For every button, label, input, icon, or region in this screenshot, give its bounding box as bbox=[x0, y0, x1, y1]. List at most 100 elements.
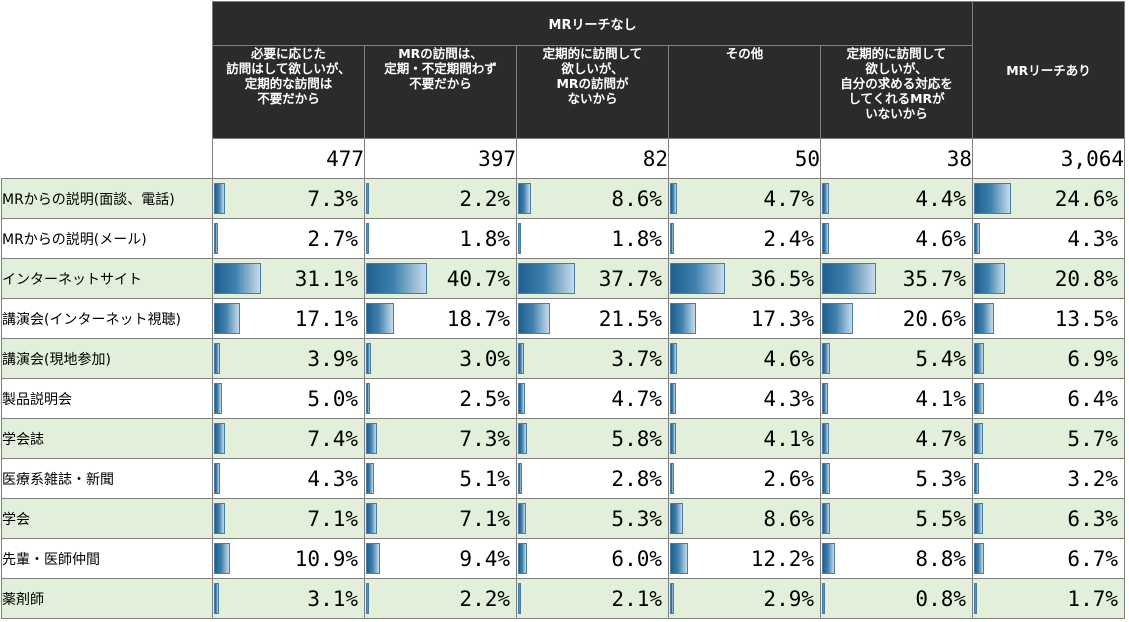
value-label: 8.6% bbox=[611, 186, 662, 211]
data-bar bbox=[366, 263, 427, 294]
value-cell: 4.1% bbox=[668, 418, 821, 459]
value-cell: 6.4% bbox=[972, 378, 1125, 419]
data-bar bbox=[822, 343, 830, 374]
value-label: 2.6% bbox=[763, 466, 814, 491]
data-bar bbox=[822, 503, 830, 534]
value-label: 4.1% bbox=[763, 426, 814, 451]
data-bar bbox=[670, 343, 677, 374]
value-cell: 20.6% bbox=[820, 298, 973, 339]
value-cell: 3.2% bbox=[972, 458, 1125, 499]
data-bar bbox=[974, 423, 983, 454]
value-label: 5.3% bbox=[611, 506, 662, 531]
column-header: その他 bbox=[668, 45, 821, 139]
value-cell: 8.6% bbox=[668, 498, 821, 539]
data-bar bbox=[822, 263, 876, 294]
corner-blank bbox=[1, 1, 213, 139]
value-cell: 7.3% bbox=[364, 418, 517, 459]
count-cell: 397 bbox=[364, 138, 517, 179]
value-label: 7.3% bbox=[307, 186, 358, 211]
value-cell: 20.8% bbox=[972, 258, 1125, 299]
count-cell: 477 bbox=[212, 138, 365, 179]
data-bar bbox=[366, 543, 380, 574]
data-bar bbox=[518, 463, 522, 494]
data-bar bbox=[822, 383, 828, 414]
value-label: 0.8% bbox=[915, 586, 966, 611]
value-cell: 5.3% bbox=[516, 498, 669, 539]
value-cell: 4.7% bbox=[668, 178, 821, 219]
data-bar bbox=[518, 303, 550, 334]
row-label: 薬剤師 bbox=[1, 578, 213, 619]
data-bar bbox=[518, 223, 521, 254]
value-label: 5.1% bbox=[459, 466, 510, 491]
value-label: 13.5% bbox=[1054, 306, 1118, 331]
value-cell: 6.0% bbox=[516, 538, 669, 579]
row-label: MRからの説明(メール) bbox=[1, 218, 213, 259]
value-cell: 2.2% bbox=[364, 578, 517, 619]
data-bar bbox=[366, 583, 369, 614]
value-cell: 37.7% bbox=[516, 258, 669, 299]
value-cell: 6.9% bbox=[972, 338, 1125, 379]
count-row-blank bbox=[1, 138, 213, 179]
table-row: 学会 7.1% 7.1% 5.3% 8.6% 5.5% 6.3% bbox=[1, 498, 1125, 539]
value-label: 4.4% bbox=[915, 186, 966, 211]
table-row: 製品説明会 5.0% 2.5% 4.7% 4.3% 4.1% 6.4% bbox=[1, 378, 1125, 419]
value-cell: 35.7% bbox=[820, 258, 973, 299]
value-label: 6.3% bbox=[1067, 506, 1118, 531]
data-bar bbox=[366, 183, 369, 214]
data-bar bbox=[974, 223, 980, 254]
data-bar bbox=[670, 183, 677, 214]
value-cell: 5.8% bbox=[516, 418, 669, 459]
value-cell: 8.8% bbox=[820, 538, 973, 579]
data-bar bbox=[822, 183, 829, 214]
data-bar bbox=[670, 503, 683, 534]
count-cell: 50 bbox=[668, 138, 821, 179]
data-bar bbox=[214, 423, 225, 454]
value-label: 21.5% bbox=[598, 306, 662, 331]
table-row: インターネットサイト 31.1% 40.7% 37.7% 36.5% 35.7% 20.8% bbox=[1, 258, 1125, 299]
value-cell: 4.7% bbox=[820, 418, 973, 459]
table-body: 477 397 82 50 38 3,064 MRからの説明(面談、電話) 7.3… bbox=[1, 138, 1125, 619]
value-cell: 7.3% bbox=[212, 178, 365, 219]
value-label: 31.1% bbox=[294, 266, 358, 291]
value-label: 3.0% bbox=[459, 346, 510, 371]
value-cell: 0.8% bbox=[820, 578, 973, 619]
value-cell: 2.4% bbox=[668, 218, 821, 259]
value-label: 7.3% bbox=[459, 426, 510, 451]
value-label: 3.7% bbox=[611, 346, 662, 371]
value-cell: 2.9% bbox=[668, 578, 821, 619]
value-cell: 7.1% bbox=[364, 498, 517, 539]
value-cell: 4.7% bbox=[516, 378, 669, 419]
row-label: 先輩・医師仲間 bbox=[1, 538, 213, 579]
value-label: 4.3% bbox=[763, 386, 814, 411]
table-row: 講演会(インターネット視聴) 17.1% 18.7% 21.5% 17.3% 20.6% 1… bbox=[1, 298, 1125, 339]
data-bar bbox=[670, 263, 725, 294]
column-header: 必要に応じた 訪問はして欲しいが、 定期的な訪問は 不要だから bbox=[212, 45, 365, 139]
value-cell: 4.1% bbox=[820, 378, 973, 419]
value-label: 2.4% bbox=[763, 226, 814, 251]
data-bar bbox=[670, 463, 674, 494]
data-bar bbox=[822, 583, 825, 614]
table-row: MRからの説明(メール) 2.7% 1.8% 1.8% 2.4% 4.6% 4.3% bbox=[1, 218, 1125, 259]
data-bar bbox=[822, 543, 835, 574]
value-label: 4.1% bbox=[915, 386, 966, 411]
value-cell: 17.3% bbox=[668, 298, 821, 339]
data-bar bbox=[518, 423, 527, 454]
value-cell: 4.3% bbox=[668, 378, 821, 419]
value-label: 5.7% bbox=[1067, 426, 1118, 451]
value-label: 2.9% bbox=[763, 586, 814, 611]
value-cell: 3.9% bbox=[212, 338, 365, 379]
value-cell: 5.5% bbox=[820, 498, 973, 539]
data-bar bbox=[518, 583, 521, 614]
value-cell: 17.1% bbox=[212, 298, 365, 339]
data-bar bbox=[518, 543, 527, 574]
value-label: 4.7% bbox=[763, 186, 814, 211]
value-label: 5.0% bbox=[307, 386, 358, 411]
value-cell: 4.3% bbox=[972, 218, 1125, 259]
value-label: 2.2% bbox=[459, 586, 510, 611]
value-cell: 9.4% bbox=[364, 538, 517, 579]
value-cell: 1.8% bbox=[364, 218, 517, 259]
data-bar bbox=[670, 423, 676, 454]
value-label: 2.5% bbox=[459, 386, 510, 411]
value-label: 6.7% bbox=[1067, 546, 1118, 571]
